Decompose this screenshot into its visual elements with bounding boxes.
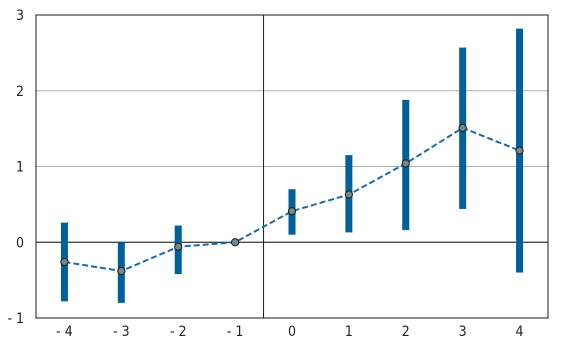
data-point [117,266,126,276]
data-point [287,207,297,216]
data-point [515,146,524,155]
x-tick-label: 0 [288,324,296,340]
data-point [60,257,69,267]
x-tick-label: - 4 [56,324,73,340]
y-tick-label: 2 [16,84,24,100]
plot-border [35,14,549,319]
estimate-line [64,126,520,273]
y-tick-label: 0 [16,235,24,251]
data-point [174,242,183,251]
y-tick-label: - 1 [7,311,24,327]
x-tick-labels: - 4 - 3 - 2 - 1 0 1 2 3 4 [56,324,523,340]
data-point [401,159,410,168]
x-tick-label: 3 [459,324,467,340]
x-tick-label: - 3 [113,324,130,340]
estimate-points [60,123,524,276]
y-tick-label: 1 [16,160,24,176]
y-tick-labels: - 1 0 1 2 3 [7,8,24,327]
plot-frame [35,14,549,319]
x-tick-label: 2 [402,324,410,340]
x-tick-label: - 2 [170,324,187,340]
data-point [344,190,353,199]
data-point [231,238,240,247]
x-tick-label: 1 [345,324,353,340]
error-bars [60,28,524,303]
x-tick-label: - 1 [227,324,244,340]
x-tick-label: 4 [516,324,524,340]
y-tick-label: 3 [16,8,24,24]
data-point [458,123,467,132]
